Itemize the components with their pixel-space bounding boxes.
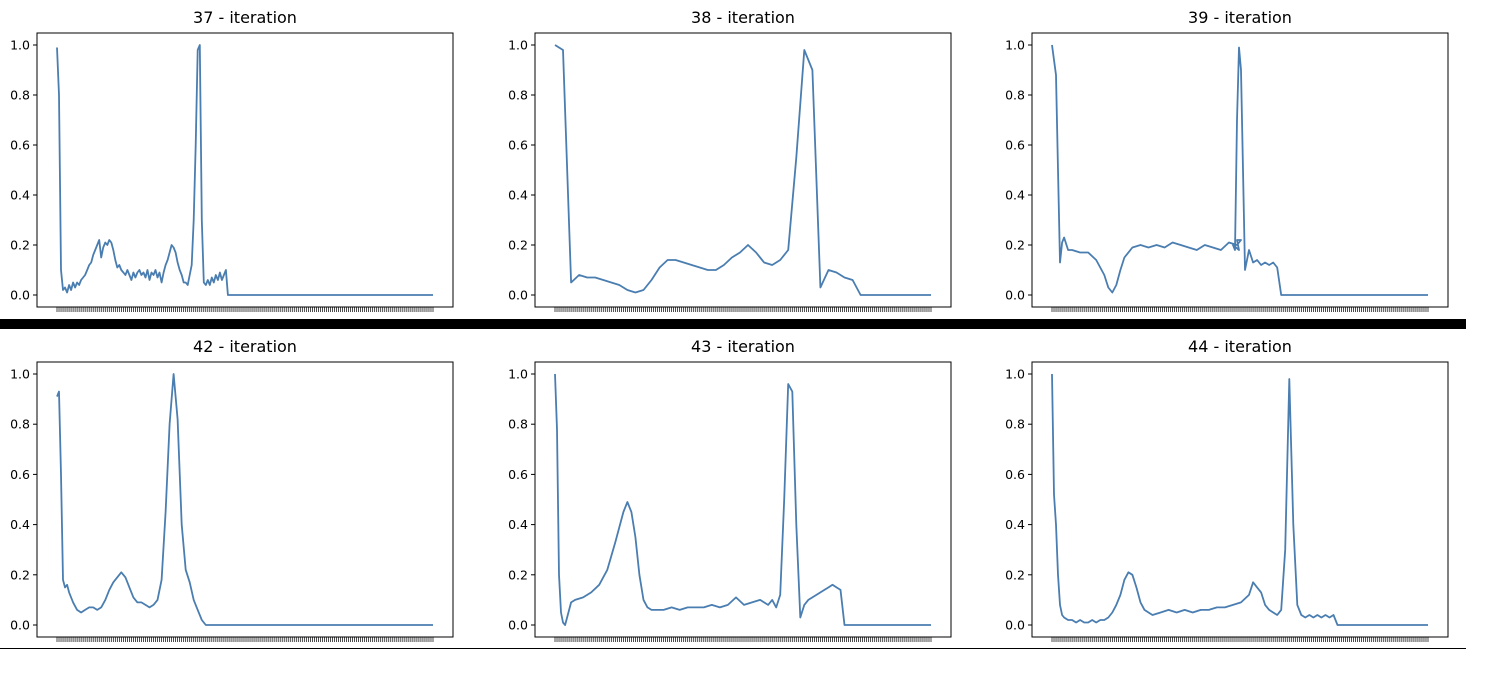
axes-frame xyxy=(534,361,952,638)
x-ticks xyxy=(1051,637,1429,642)
y-tick-label: 0.8 xyxy=(1005,88,1025,103)
y-tick-label: 1.0 xyxy=(1005,367,1025,382)
y-tick-label: 1.0 xyxy=(508,38,528,53)
row-divider-band xyxy=(0,319,1466,329)
x-ticks xyxy=(554,637,932,642)
bottom-divider-line xyxy=(0,648,1466,649)
x-ticks xyxy=(554,307,932,312)
y-tick-label: 0.0 xyxy=(10,618,30,633)
x-ticks xyxy=(1051,307,1429,312)
y-tick-label: 0.0 xyxy=(508,618,528,633)
x-ticks xyxy=(56,307,434,312)
y-tick-label: 0.4 xyxy=(1005,517,1025,532)
series-line xyxy=(554,373,931,626)
y-tick-label: 0.8 xyxy=(508,88,528,103)
y-tick-label: 1.0 xyxy=(508,367,528,382)
subplot-5: 43 - iteration 0.0 0.2 0.4 0.6 0.8 1.0 xyxy=(508,337,952,642)
y-tick-label: 0.8 xyxy=(10,417,30,432)
y-tick-label: 0.6 xyxy=(508,467,528,482)
subplot-title: 37 - iteration xyxy=(193,8,297,27)
y-tick-label: 0.4 xyxy=(508,517,528,532)
y-tick-label: 1.0 xyxy=(10,367,30,382)
series-line xyxy=(56,44,433,296)
subplot-4: 42 - iteration 0.0 0.2 0.4 0.6 0.8 1.0 xyxy=(10,337,454,642)
y-tick-label: 1.0 xyxy=(1005,38,1025,53)
y-tick-label: 0.4 xyxy=(1005,188,1025,203)
y-tick-label: 0.6 xyxy=(1005,138,1025,153)
y-tick-label: 0.8 xyxy=(10,88,30,103)
y-tick-label: 0.8 xyxy=(508,417,528,432)
y-tick-label: 1.0 xyxy=(10,38,30,53)
x-ticks xyxy=(56,637,434,642)
subplot-title: 43 - iteration xyxy=(691,337,795,356)
axes-frame xyxy=(1031,32,1449,308)
subplot-title: 38 - iteration xyxy=(691,8,795,27)
y-tick-label: 0.4 xyxy=(10,517,30,532)
series-line xyxy=(1051,44,1428,296)
y-tick-label: 0.0 xyxy=(1005,288,1025,303)
y-tick-label: 0.8 xyxy=(1005,417,1025,432)
subplot-title: 44 - iteration xyxy=(1188,337,1292,356)
axes-frame xyxy=(1031,361,1449,638)
subplot-3: 39 - iteration 0.0 0.2 0.4 0.6 0.8 1.0 xyxy=(1005,8,1449,312)
axes-frame xyxy=(36,361,454,638)
y-tick-label: 0.6 xyxy=(10,138,30,153)
y-tick-label: 0.6 xyxy=(1005,467,1025,482)
y-tick-label: 0.6 xyxy=(10,467,30,482)
y-tick-label: 0.4 xyxy=(508,188,528,203)
y-tick-label: 0.0 xyxy=(1005,618,1025,633)
axes-frame xyxy=(36,32,454,308)
series-line xyxy=(56,373,433,626)
subplot-6: 44 - iteration 0.0 0.2 0.4 0.6 0.8 1.0 xyxy=(1005,337,1449,642)
subplot-2: 38 - iteration 0.0 0.2 0.4 0.6 0.8 1.0 xyxy=(508,8,952,312)
y-tick-label: 0.2 xyxy=(1005,567,1025,582)
y-tick-label: 0.2 xyxy=(10,238,30,253)
subplot-title: 39 - iteration xyxy=(1188,8,1292,27)
y-tick-label: 0.0 xyxy=(10,288,30,303)
y-tick-label: 0.2 xyxy=(10,567,30,582)
y-tick-label: 0.4 xyxy=(10,188,30,203)
series-line xyxy=(554,44,931,296)
series-line xyxy=(1051,373,1428,626)
y-tick-label: 0.0 xyxy=(508,288,528,303)
subplot-title: 42 - iteration xyxy=(193,337,297,356)
subplot-1: 37 - iteration 0.0 0.2 0.4 0.6 0.8 1.0 xyxy=(10,8,454,312)
axes-frame xyxy=(534,32,952,308)
y-tick-label: 0.2 xyxy=(508,567,528,582)
y-tick-label: 0.2 xyxy=(508,238,528,253)
y-tick-label: 0.6 xyxy=(508,138,528,153)
y-tick-label: 0.2 xyxy=(1005,238,1025,253)
